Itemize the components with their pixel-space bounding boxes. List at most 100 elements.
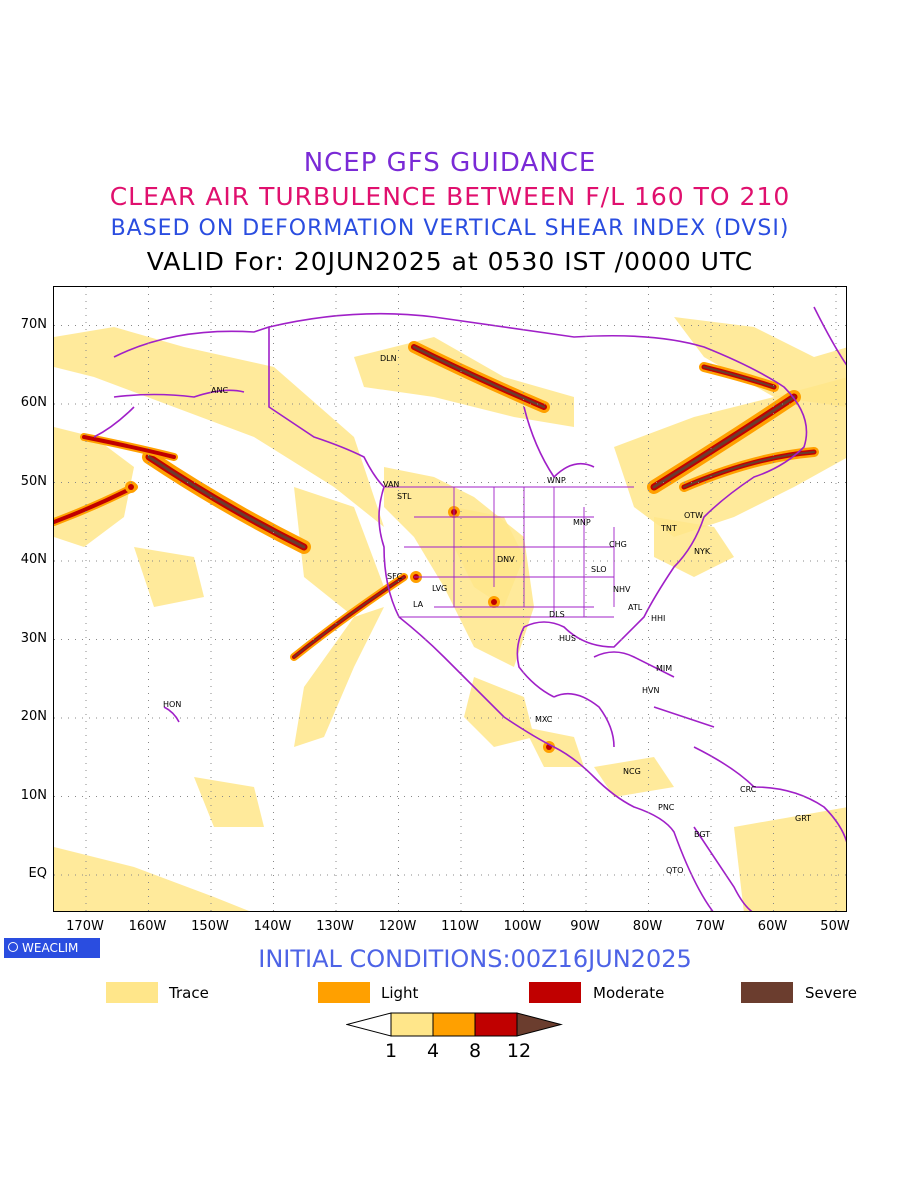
station-label: HON (163, 700, 182, 709)
trace-area-15 (134, 547, 204, 607)
station-label: MNP (573, 518, 591, 527)
lon-label: 110W (441, 919, 479, 934)
legend-label-light: Light (381, 984, 419, 1002)
station-label: MXC (535, 715, 553, 724)
colorbar-tick-1: 1 (384, 1040, 398, 1062)
lat-label: EQ (28, 866, 47, 881)
station-label: SLO (591, 565, 607, 574)
legend-label-trace: Trace (169, 984, 209, 1002)
station-label: STL (397, 492, 412, 501)
coastline-2 (553, 692, 615, 748)
station-label: VAN (383, 480, 400, 489)
trace-area-10 (194, 777, 264, 827)
legend-label-severe: Severe (805, 984, 857, 1002)
trace-area-14 (674, 317, 846, 407)
trace-area-7 (54, 847, 249, 911)
jet-severe-4 (703, 366, 775, 388)
legend-label-moderate: Moderate (593, 984, 665, 1002)
station-label: DNV (497, 555, 515, 564)
station-label: ANC (211, 386, 229, 395)
title-product: CLEAR AIR TURBULENCE BETWEEN F/L 160 TO … (109, 182, 791, 211)
logo-text: WEACLIM (22, 941, 79, 955)
colorbar-segment-moderate (474, 1012, 518, 1037)
station-label: DLN (380, 354, 397, 363)
station-label: HHI (651, 614, 666, 623)
station-label: NCG (623, 767, 641, 776)
coastline-7 (693, 826, 753, 911)
station-label: SFC (387, 572, 403, 581)
station-label: LVG (432, 584, 448, 593)
title-method: BASED ON DEFORMATION VERTICAL SHEAR INDE… (110, 216, 790, 241)
jet-severe-1 (412, 345, 546, 409)
station-label: PNC (658, 803, 675, 812)
coastline-8 (593, 651, 675, 678)
colorbar-segment-light (432, 1012, 476, 1037)
weaclim-logo: WEACLIM (4, 938, 100, 958)
jet-severe-0 (147, 455, 306, 549)
legend-swatch-light (318, 982, 370, 1003)
station-label: DLS (549, 610, 565, 619)
station-label: HUS (559, 634, 576, 643)
logo-circle-icon (8, 942, 18, 952)
lat-label: 70N (20, 316, 47, 332)
station-label: HVN (642, 686, 660, 695)
station-label: ATL (628, 603, 643, 612)
colorbar-tick-8: 8 (468, 1040, 482, 1062)
coastline-11 (163, 706, 180, 723)
lon-label: 170W (66, 919, 104, 934)
coastline-6 (693, 746, 846, 843)
lat-label: 50N (20, 473, 47, 489)
station-label: GRT (795, 814, 812, 823)
initial-conditions: INITIAL CONDITIONS:00Z16JUN2025 (258, 945, 692, 973)
lat-label: 60N (20, 395, 47, 410)
colorbar-above-arrow (516, 1012, 563, 1037)
jet-severe-3 (683, 451, 815, 488)
trace-area-12 (594, 757, 674, 797)
lat-label: 20N (20, 709, 47, 724)
legend-swatch-moderate (529, 982, 581, 1003)
jet-severe-2 (652, 395, 796, 489)
colorbar-tick-12: 12 (506, 1040, 532, 1062)
trace-area-4 (454, 507, 524, 607)
lon-label: 100W (503, 919, 542, 934)
station-label: OTW (684, 511, 704, 520)
colorbar-below-arrow (346, 1012, 392, 1037)
trace-area-8 (734, 807, 846, 911)
coastline-9 (653, 706, 715, 728)
colorbar (346, 1012, 563, 1037)
trace-area-13 (294, 607, 384, 747)
coastline-3 (113, 389, 245, 398)
trace-area-5 (614, 377, 846, 537)
trace-area-9 (294, 487, 384, 617)
station-label: MIM (656, 664, 673, 673)
lon-label: 120W (378, 919, 417, 934)
lon-label: 90W (570, 919, 600, 934)
station-label: BGT (694, 830, 711, 839)
legend-swatch-severe (741, 982, 793, 1003)
coastline-5 (523, 406, 595, 479)
hotspot-moderate-4 (128, 484, 134, 490)
lon-label: 80W (632, 919, 663, 934)
lon-label: 50W (820, 919, 850, 934)
station-label: NHV (613, 585, 631, 594)
station-label: TNT (661, 524, 677, 533)
map-panel (53, 286, 847, 912)
title-model: NCEP GFS GUIDANCE (303, 148, 597, 178)
station-label: WNP (547, 476, 566, 485)
hotspot-moderate-2 (491, 599, 497, 605)
coastline-4 (93, 406, 135, 438)
lat-label: 40N (20, 552, 47, 567)
station-label: LA (413, 600, 424, 609)
colorbar-tick-4: 4 (426, 1040, 440, 1062)
station-label: CRC (740, 785, 757, 794)
coastline-1 (268, 312, 808, 698)
legend-swatch-trace (106, 982, 158, 1003)
lat-label: 10N (20, 787, 47, 803)
station-label: QTO (666, 866, 684, 875)
station-label: CHG (609, 540, 627, 549)
jet-moderate-7 (82, 435, 176, 459)
jet-severe-5 (293, 576, 405, 658)
lon-label: 160W (128, 919, 167, 934)
lon-label: 130W (316, 919, 354, 934)
jet-moderate-6 (54, 485, 136, 524)
